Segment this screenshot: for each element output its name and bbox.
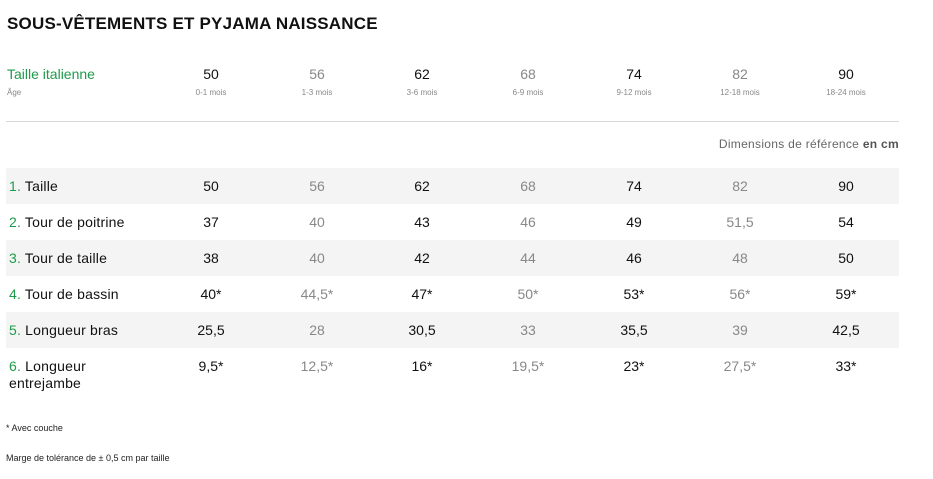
header-divider bbox=[6, 121, 899, 122]
table-cell: 38 bbox=[203, 250, 219, 266]
table-cell: 62 bbox=[414, 178, 430, 194]
table-row: 4. Tour de bassin 40* 44,5* 47* 50* 53* 56* 59* bbox=[6, 276, 899, 312]
table-row: 6. Longueur entrejambe 9,5* 12,5* 16* 19,5* 2… bbox=[6, 348, 899, 394]
size-value: 62 bbox=[414, 66, 430, 82]
size-age: 12-18 mois bbox=[720, 88, 760, 97]
table-cell: 51,5 bbox=[726, 214, 754, 230]
table-cell: 33 bbox=[520, 322, 536, 338]
table-cell: 47* bbox=[411, 286, 433, 302]
table-cell: 46 bbox=[626, 250, 642, 266]
size-column-6: 90 18-24 mois bbox=[806, 66, 886, 98]
table-cell: 23* bbox=[623, 358, 645, 374]
row-number: 4. bbox=[9, 286, 22, 302]
table-cell: 37 bbox=[203, 214, 219, 230]
age-label: Âge bbox=[7, 88, 22, 97]
row-label-text: Taille bbox=[24, 178, 59, 194]
table-row: 5. Longueur bras 25,5 28 30,5 33 35,5 39 42,5 bbox=[6, 312, 899, 348]
size-age: 0-1 mois bbox=[195, 88, 227, 97]
footnote-with-diaper: * Avec couche bbox=[6, 423, 63, 433]
row-label: 6. Longueur entrejambe bbox=[9, 358, 139, 392]
table-cell: 43 bbox=[414, 214, 430, 230]
row-label-text: Tour de poitrine bbox=[24, 214, 125, 230]
row-label-text: Longueur entrejambe bbox=[9, 358, 86, 391]
size-column-3: 68 6-9 mois bbox=[488, 66, 568, 98]
size-value: 56 bbox=[309, 66, 325, 82]
table-cell: 44,5* bbox=[300, 286, 334, 302]
row-number: 5. bbox=[9, 322, 22, 338]
table-cell: 50 bbox=[838, 250, 854, 266]
row-number: 3. bbox=[9, 250, 22, 266]
table-cell: 33* bbox=[835, 358, 857, 374]
table-cell: 49 bbox=[626, 214, 642, 230]
size-value: 90 bbox=[838, 66, 854, 82]
table-cell: 59* bbox=[835, 286, 857, 302]
table-cell: 82 bbox=[732, 178, 748, 194]
row-label-text: Tour de taille bbox=[24, 250, 108, 266]
row-label: 2. Tour de poitrine bbox=[9, 214, 139, 231]
size-column-5: 82 12-18 mois bbox=[700, 66, 780, 98]
size-age: 3-6 mois bbox=[406, 88, 438, 97]
table-cell: 19,5* bbox=[511, 358, 545, 374]
size-age: 18-24 mois bbox=[826, 88, 866, 97]
table-cell: 40 bbox=[309, 214, 325, 230]
size-column-4: 74 9-12 mois bbox=[594, 66, 674, 98]
table-cell: 16* bbox=[411, 358, 433, 374]
size-age: 9-12 mois bbox=[616, 88, 652, 97]
reference-note-unit: en cm bbox=[862, 137, 899, 151]
row-label: 5. Longueur bras bbox=[9, 322, 139, 339]
row-number: 2. bbox=[9, 214, 22, 230]
size-age: 6-9 mois bbox=[512, 88, 544, 97]
table-cell: 48 bbox=[732, 250, 748, 266]
size-column-2: 62 3-6 mois bbox=[382, 66, 462, 98]
table-cell: 12,5* bbox=[300, 358, 334, 374]
size-value: 50 bbox=[203, 66, 219, 82]
table-cell: 27,5* bbox=[723, 358, 757, 374]
table-cell: 50* bbox=[517, 286, 539, 302]
row-number: 1. bbox=[9, 178, 22, 194]
table-row: 1. Taille 50 56 62 68 74 82 90 bbox=[6, 168, 899, 204]
row-label: 4. Tour de bassin bbox=[9, 286, 139, 303]
row-label-text: Tour de bassin bbox=[24, 286, 119, 302]
row-label: 1. Taille bbox=[9, 178, 139, 195]
table-cell: 40* bbox=[200, 286, 222, 302]
size-system-label: Taille italienne bbox=[7, 66, 95, 82]
size-age: 1-3 mois bbox=[301, 88, 333, 97]
table-cell: 30,5 bbox=[408, 322, 436, 338]
table-cell: 53* bbox=[623, 286, 645, 302]
size-header-row: Taille italienne Âge 50 0-1 mois 56 1-3 moi… bbox=[6, 60, 899, 104]
table-row: 2. Tour de poitrine 37 40 43 46 49 51,5 54 bbox=[6, 204, 899, 240]
reference-note-text: Dimensions de référence bbox=[718, 137, 860, 151]
table-cell: 74 bbox=[626, 178, 642, 194]
size-column-1: 56 1-3 mois bbox=[277, 66, 357, 98]
table-cell: 56* bbox=[729, 286, 751, 302]
table-cell: 28 bbox=[309, 322, 325, 338]
table-cell: 25,5 bbox=[197, 322, 225, 338]
table-cell: 40 bbox=[309, 250, 325, 266]
table-cell: 9,5* bbox=[198, 358, 224, 374]
size-column-0: 50 0-1 mois bbox=[171, 66, 251, 98]
table-cell: 54 bbox=[838, 214, 854, 230]
footnote-tolerance: Marge de tolérance de ± 0,5 cm par taill… bbox=[6, 453, 170, 463]
table-cell: 42 bbox=[414, 250, 430, 266]
table-cell: 56 bbox=[309, 178, 325, 194]
size-value: 82 bbox=[732, 66, 748, 82]
row-label: 3. Tour de taille bbox=[9, 250, 139, 267]
row-number: 6. bbox=[9, 358, 22, 374]
table-row: 3. Tour de taille 38 40 42 44 46 48 50 bbox=[6, 240, 899, 276]
table-cell: 68 bbox=[520, 178, 536, 194]
page-title: SOUS-VÊTEMENTS ET PYJAMA NAISSANCE bbox=[7, 14, 378, 33]
table-cell: 50 bbox=[203, 178, 219, 194]
table-cell: 46 bbox=[520, 214, 536, 230]
reference-dimensions-note: Dimensions de référence en cm bbox=[719, 137, 899, 151]
table-cell: 42,5 bbox=[832, 322, 860, 338]
table-cell: 44 bbox=[520, 250, 536, 266]
size-value: 68 bbox=[520, 66, 536, 82]
row-label-text: Longueur bras bbox=[25, 322, 119, 338]
table-cell: 35,5 bbox=[620, 322, 648, 338]
size-value: 74 bbox=[626, 66, 642, 82]
measurements-table: 1. Taille 50 56 62 68 74 82 90 2. Tour de poitri… bbox=[6, 168, 899, 394]
table-cell: 39 bbox=[732, 322, 748, 338]
table-cell: 90 bbox=[838, 178, 854, 194]
